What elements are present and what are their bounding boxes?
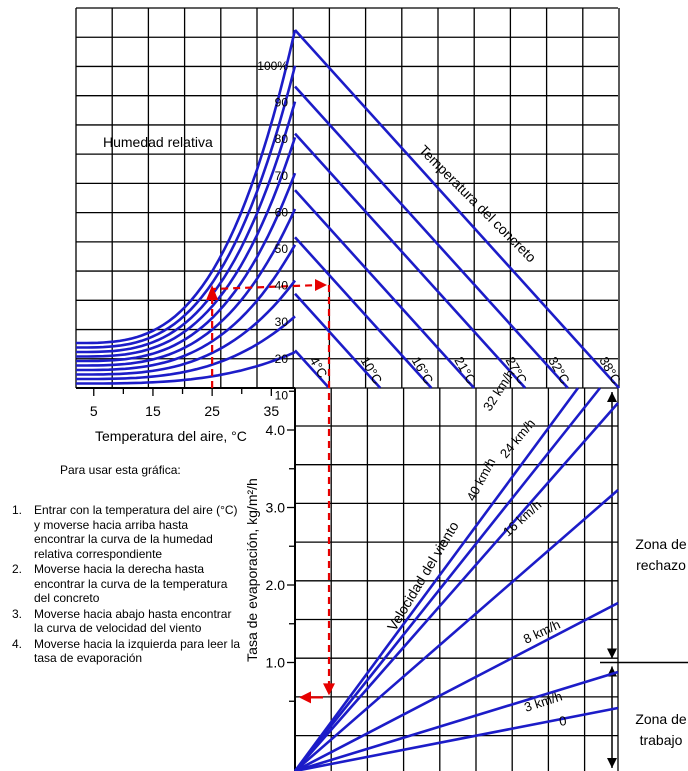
concrete-temp-line [294, 189, 476, 389]
humidity-curve-label: 50 [275, 242, 289, 256]
wind-speed-line [294, 601, 619, 771]
humidity-curve [76, 65, 297, 349]
concrete-temp-line [294, 292, 382, 389]
zone-arrowhead [607, 392, 617, 402]
humidity-curve [76, 101, 297, 354]
humidity-curve-label: 60 [275, 205, 289, 219]
wind-speed-label: 40 km/h [463, 456, 498, 504]
y-tick-label: 3.0 [266, 500, 286, 516]
arrowhead-right [315, 279, 327, 291]
y-axis-label: Tasa de evaporación, kg/m²/h [244, 478, 260, 662]
wind-speed-label: 0 [558, 713, 568, 729]
x-tick-label: 15 [145, 403, 161, 419]
humidity-curve-label: 70 [275, 169, 289, 183]
step-number: 2. [12, 562, 23, 576]
wind-speed-line [293, 387, 580, 771]
concrete-temp-label: 38°C [596, 354, 624, 387]
y-tick-label: 2.0 [266, 577, 286, 593]
humidity-curve [76, 351, 296, 385]
zone-rechazo-line2: rechazo [636, 557, 686, 573]
humidity-curve-label: 10 [275, 388, 289, 402]
wind-speed-line [293, 387, 602, 771]
data-curves [76, 29, 620, 771]
y-tick-label: 1.0 [266, 655, 286, 671]
arrowhead-up [206, 285, 219, 300]
step-number: 4. [12, 636, 23, 651]
humidity-curve-label: 40 [275, 279, 289, 293]
humidity-curve-label: 80 [275, 132, 289, 146]
humidity-curve [76, 244, 297, 372]
y-tick-label: 4.0 [266, 422, 286, 438]
concrete-temp-line [294, 236, 433, 389]
zone-rechazo-line1: Zona de [635, 536, 687, 552]
instruction-step: 3. Moverse hacia abajo hasta encontrar la… [12, 607, 242, 636]
x-tick-label: 5 [90, 403, 98, 419]
x-tick-label: 35 [264, 403, 280, 419]
step-number: 1. [12, 503, 23, 517]
humidity-curve [76, 315, 296, 381]
concrete-temp-line [294, 349, 331, 389]
humidity-label: Humedad relativa [103, 134, 213, 150]
humidity-curve-label: 90 [275, 96, 289, 110]
step-number: 3. [12, 606, 23, 621]
humidity-curve-label: 30 [275, 315, 289, 329]
wind-speed-line [294, 489, 619, 771]
arrowhead-down [323, 683, 335, 696]
zone-trabajo-line1: Zona de [635, 711, 687, 727]
humidity-curve-label: 100% [257, 59, 288, 73]
humidity-curve [76, 208, 297, 367]
x-axis-label: Temperatura del aire, °C [95, 428, 247, 444]
wind-speed-label: 24 km/h [497, 416, 538, 461]
step-text: Entrar con la temperatura del aire (°C) … [34, 503, 238, 561]
humidity-curve [76, 172, 297, 363]
wind-speed-label: 3 km/h [522, 689, 564, 715]
instructions-title: Para usar esta gráfica: [60, 463, 181, 477]
top-panel-grid [75, 7, 620, 389]
step-text: Moverse hacia la izquierda para leer la … [34, 636, 241, 666]
concrete-temp-line [294, 29, 620, 389]
arrowhead-left [299, 691, 311, 704]
zone-arrowhead [607, 758, 617, 768]
humidity-curve [76, 136, 297, 358]
instructions-list: 1. Entrar con la temperatura del aire (°C… [12, 503, 242, 667]
bottom-panel-grid [294, 388, 618, 771]
concrete-temp-line [294, 132, 527, 389]
humidity-curve-label: 20 [275, 352, 289, 366]
zone-arrowhead [607, 648, 617, 659]
wind-speed-line [294, 402, 619, 771]
zone-trabajo-line2: trabajo [640, 732, 683, 748]
concrete-temp-label: 4°C [307, 354, 331, 380]
wind-speed-line [294, 670, 619, 771]
step-text: Moverse hacia la derecha hasta encontrar… [34, 562, 228, 605]
x-tick-label: 25 [204, 403, 220, 419]
instruction-step: 4. Moverse hacia la izquierda para leer l… [12, 637, 242, 666]
instruction-step: 2. Moverse hacia la derecha hasta encontr… [12, 562, 242, 606]
humidity-curve [76, 29, 297, 345]
step-text: Moverse hacia abajo hasta encontrar la c… [34, 606, 232, 636]
humidity-curve [76, 279, 297, 376]
concrete-temp-label: Temperatura del concreto [416, 142, 540, 266]
wind-speed-line [294, 706, 619, 771]
instruction-step: 1. Entrar con la temperatura del aire (°C… [12, 503, 242, 561]
example-path [206, 279, 335, 704]
concrete-temp-line [294, 85, 569, 389]
